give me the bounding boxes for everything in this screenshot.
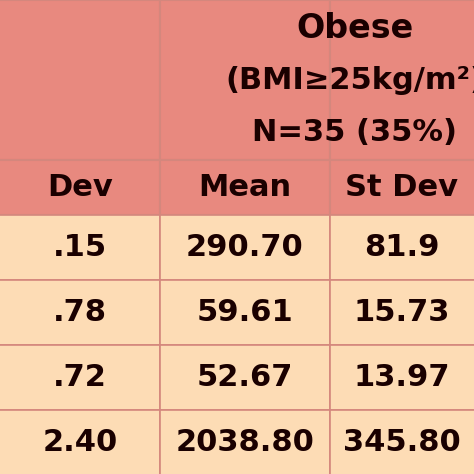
Text: 2.40: 2.40: [42, 428, 118, 457]
Bar: [160, 0, 330, 160]
Text: (BMI≥25kg/m²): (BMI≥25kg/m²): [226, 65, 474, 94]
Text: 81.9: 81.9: [364, 233, 440, 262]
Bar: [160, 215, 330, 280]
Bar: [0, 280, 160, 345]
Text: N=35 (35%): N=35 (35%): [253, 118, 457, 146]
Bar: [330, 215, 474, 280]
Text: St Dev: St Dev: [346, 173, 458, 202]
Text: 290.70: 290.70: [186, 233, 304, 262]
Text: 52.67: 52.67: [197, 363, 293, 392]
Text: 2038.80: 2038.80: [175, 428, 314, 457]
Bar: [0, 410, 160, 474]
Bar: [330, 0, 474, 160]
Bar: [0, 345, 160, 410]
Bar: [330, 160, 474, 215]
Text: Mean: Mean: [199, 173, 292, 202]
Text: .72: .72: [53, 363, 107, 392]
Text: Dev: Dev: [47, 173, 113, 202]
Bar: [330, 280, 474, 345]
Bar: [0, 160, 160, 215]
Bar: [160, 280, 330, 345]
Bar: [0, 0, 160, 160]
Bar: [160, 410, 330, 474]
Bar: [0, 215, 160, 280]
Text: .78: .78: [53, 298, 107, 327]
Text: .15: .15: [53, 233, 107, 262]
Bar: [330, 345, 474, 410]
Bar: [160, 345, 330, 410]
Text: 59.61: 59.61: [197, 298, 293, 327]
Bar: [330, 410, 474, 474]
Text: 13.97: 13.97: [354, 363, 450, 392]
Text: Obese: Obese: [296, 11, 414, 45]
Text: 15.73: 15.73: [354, 298, 450, 327]
Bar: [160, 160, 330, 215]
Text: 345.80: 345.80: [343, 428, 461, 457]
